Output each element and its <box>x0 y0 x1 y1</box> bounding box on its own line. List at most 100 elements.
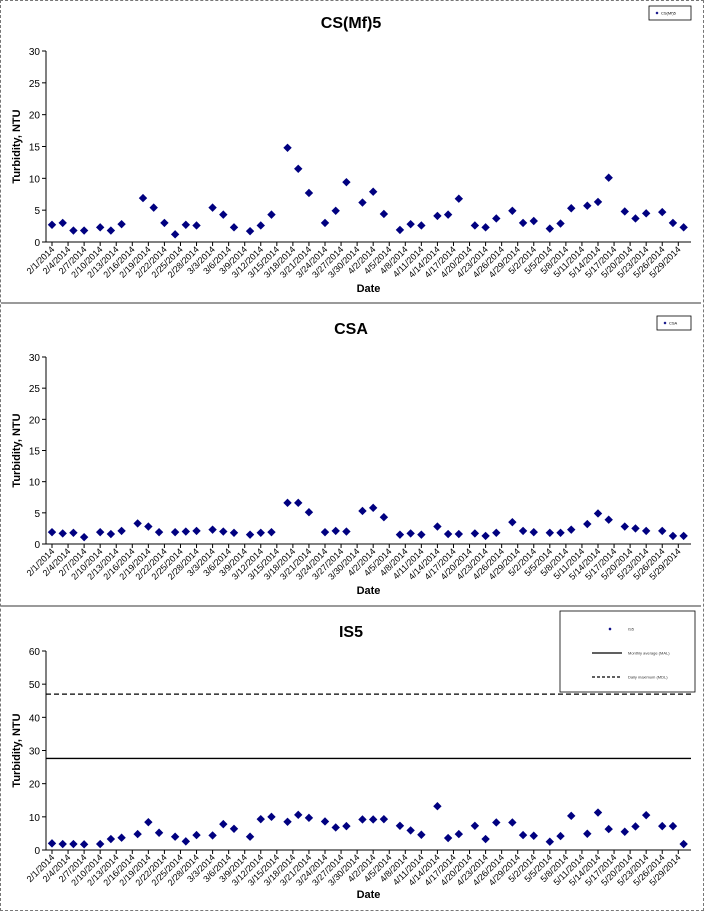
data-point <box>106 226 116 235</box>
data-point <box>567 525 576 534</box>
data-point <box>320 817 330 826</box>
data-point <box>283 498 292 508</box>
data-point <box>117 833 126 842</box>
y-tick-label: 15 <box>29 447 41 458</box>
data-point <box>320 218 330 228</box>
data-point <box>149 203 158 212</box>
data-point <box>368 187 378 196</box>
data-point <box>508 517 517 527</box>
chart-title: IS5 <box>339 624 363 641</box>
data-point <box>481 531 490 541</box>
data-point <box>583 829 592 838</box>
data-point <box>433 211 442 221</box>
y-tick-label: 40 <box>29 713 41 724</box>
legend-label: Monthly average (MAL) <box>628 651 670 656</box>
data-point <box>294 810 303 820</box>
data-point <box>545 528 555 537</box>
data-point <box>331 206 340 216</box>
data-point <box>368 815 378 824</box>
legend-marker <box>663 321 667 325</box>
data-point <box>208 203 217 212</box>
y-tick-label: 25 <box>29 384 41 395</box>
data-point <box>443 210 453 219</box>
data-point <box>604 824 613 834</box>
data-point <box>144 817 153 827</box>
data-point <box>229 824 239 833</box>
data-point <box>454 529 464 539</box>
data-point <box>95 223 105 232</box>
data-point <box>518 218 528 228</box>
data-point <box>679 839 688 849</box>
data-point <box>181 220 191 230</box>
y-tick-label: 20 <box>29 415 41 426</box>
data-point <box>492 528 501 537</box>
data-point <box>529 831 538 840</box>
data-point <box>267 812 276 822</box>
data-point <box>604 173 613 182</box>
panel-divider <box>1 302 701 304</box>
data-point <box>192 830 201 840</box>
data-point <box>529 527 538 537</box>
data-point <box>69 839 78 849</box>
data-point <box>668 218 678 228</box>
data-point <box>593 509 603 518</box>
y-tick-label: 0 <box>34 846 40 857</box>
data-point <box>47 220 57 230</box>
y-tick-label: 0 <box>34 540 40 551</box>
data-point <box>256 221 265 230</box>
data-point <box>379 814 389 824</box>
data-point <box>470 529 480 538</box>
data-point <box>58 529 67 538</box>
y-axis-label: Turbidity, NTU <box>11 413 23 487</box>
data-point <box>267 210 276 219</box>
panel-divider <box>1 605 701 607</box>
data-point <box>641 526 651 536</box>
y-tick-label: 5 <box>34 509 40 520</box>
data-point <box>481 834 490 844</box>
data-point <box>604 515 613 524</box>
data-point <box>342 821 351 831</box>
data-point <box>567 811 576 821</box>
data-point <box>304 813 314 823</box>
data-point <box>342 177 351 187</box>
data-point <box>368 503 378 513</box>
chart-panel-csmf5: CS(Mf)5 0 5 10 15 20 25 30 Turbidity, NTU 2/1/201… <box>1 1 701 302</box>
data-point <box>395 225 405 235</box>
data-point <box>529 216 538 226</box>
y-tick-label: 10 <box>29 174 41 185</box>
data-point <box>219 210 228 219</box>
data-point <box>58 218 67 228</box>
data-point <box>47 527 57 537</box>
data-point <box>631 524 640 533</box>
data-point <box>395 821 405 830</box>
data-point <box>417 830 426 839</box>
data-point <box>117 219 126 229</box>
data-point <box>229 223 239 232</box>
data-point <box>256 528 265 537</box>
data-point <box>481 223 490 232</box>
data-point <box>556 219 565 228</box>
data-point <box>668 531 678 541</box>
data-point <box>508 818 517 827</box>
y-tick-label: 0 <box>34 238 40 249</box>
data-point <box>192 526 201 536</box>
data-point <box>219 527 228 536</box>
data-point <box>492 818 501 827</box>
data-point <box>138 193 148 203</box>
data-point <box>320 527 330 537</box>
data-point <box>208 525 217 534</box>
data-point <box>631 822 640 831</box>
data-point <box>454 194 464 203</box>
data-point <box>417 221 426 230</box>
data-point <box>492 214 501 223</box>
legend-box <box>648 5 692 21</box>
data-point <box>593 808 603 817</box>
data-point <box>304 188 314 198</box>
data-point <box>170 230 180 239</box>
data-point <box>583 201 592 210</box>
data-point <box>69 528 78 537</box>
data-point <box>181 527 191 536</box>
